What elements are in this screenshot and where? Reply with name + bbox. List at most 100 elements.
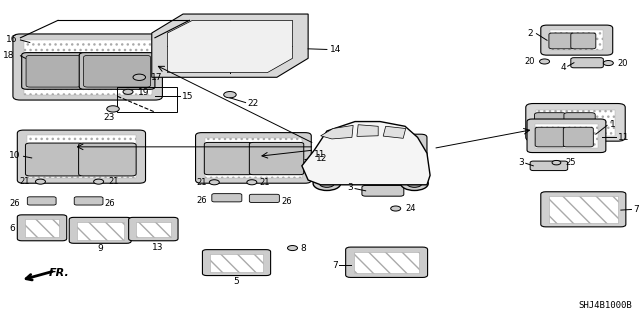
- Text: 2: 2: [527, 28, 533, 38]
- Polygon shape: [321, 125, 353, 139]
- Circle shape: [313, 177, 340, 190]
- FancyBboxPatch shape: [527, 119, 606, 152]
- Text: 26: 26: [105, 199, 115, 208]
- Text: 6: 6: [10, 224, 15, 233]
- FancyBboxPatch shape: [571, 33, 596, 49]
- Text: 26: 26: [10, 199, 20, 208]
- Text: 24: 24: [405, 204, 415, 213]
- Circle shape: [107, 106, 119, 112]
- Text: 23: 23: [104, 113, 115, 122]
- FancyBboxPatch shape: [534, 113, 566, 133]
- FancyBboxPatch shape: [13, 34, 163, 100]
- Polygon shape: [357, 125, 378, 137]
- Polygon shape: [302, 122, 430, 185]
- FancyBboxPatch shape: [26, 143, 83, 176]
- FancyBboxPatch shape: [250, 194, 280, 203]
- FancyBboxPatch shape: [84, 56, 150, 87]
- FancyBboxPatch shape: [362, 185, 404, 196]
- FancyBboxPatch shape: [26, 56, 81, 87]
- FancyBboxPatch shape: [204, 142, 252, 175]
- Bar: [536, 110, 614, 136]
- Circle shape: [133, 74, 145, 80]
- FancyBboxPatch shape: [196, 133, 311, 183]
- Text: 11: 11: [618, 133, 629, 142]
- Bar: [549, 197, 618, 223]
- Text: 14: 14: [330, 45, 341, 54]
- Circle shape: [372, 147, 379, 150]
- Circle shape: [209, 180, 220, 185]
- Circle shape: [287, 246, 298, 250]
- FancyBboxPatch shape: [530, 161, 568, 171]
- Bar: [136, 222, 170, 237]
- Text: 5: 5: [234, 277, 239, 286]
- Polygon shape: [383, 126, 406, 138]
- Polygon shape: [152, 14, 308, 77]
- FancyBboxPatch shape: [129, 217, 178, 241]
- Text: 13: 13: [152, 243, 164, 252]
- Circle shape: [93, 179, 104, 184]
- Text: 21: 21: [19, 177, 30, 186]
- Text: SHJ4B1000B: SHJ4B1000B: [579, 301, 632, 310]
- Text: 4: 4: [560, 63, 566, 72]
- Bar: [205, 138, 302, 178]
- Bar: [535, 124, 598, 148]
- FancyBboxPatch shape: [212, 194, 242, 202]
- FancyBboxPatch shape: [541, 192, 626, 227]
- Text: 7: 7: [633, 205, 639, 214]
- Text: 22: 22: [248, 99, 259, 108]
- Text: 21: 21: [196, 178, 207, 187]
- Circle shape: [35, 179, 45, 184]
- Text: 12: 12: [316, 154, 328, 163]
- Text: 25: 25: [566, 158, 576, 167]
- FancyBboxPatch shape: [17, 215, 67, 241]
- Circle shape: [247, 180, 257, 185]
- Text: 18: 18: [3, 51, 14, 60]
- Bar: [550, 31, 604, 50]
- Bar: [354, 252, 419, 273]
- Text: 21: 21: [259, 178, 270, 187]
- FancyBboxPatch shape: [564, 113, 595, 133]
- Text: 20: 20: [618, 59, 628, 68]
- FancyBboxPatch shape: [69, 217, 131, 243]
- Circle shape: [401, 177, 428, 190]
- Text: 8: 8: [301, 244, 307, 253]
- Circle shape: [348, 147, 354, 150]
- Bar: [27, 136, 136, 178]
- FancyBboxPatch shape: [535, 127, 565, 147]
- Circle shape: [385, 147, 391, 150]
- Circle shape: [552, 160, 561, 165]
- Bar: [342, 140, 417, 174]
- FancyBboxPatch shape: [563, 127, 593, 147]
- Text: 21: 21: [108, 177, 118, 186]
- Text: 3: 3: [348, 183, 353, 192]
- Text: 7: 7: [332, 261, 337, 270]
- FancyBboxPatch shape: [79, 143, 136, 176]
- FancyBboxPatch shape: [526, 104, 625, 141]
- Text: 10: 10: [9, 151, 20, 160]
- Text: 19: 19: [138, 88, 150, 97]
- Text: 16: 16: [6, 35, 17, 44]
- FancyBboxPatch shape: [549, 33, 574, 49]
- FancyBboxPatch shape: [22, 53, 85, 89]
- Text: 20: 20: [525, 57, 535, 66]
- Bar: [25, 219, 60, 237]
- Circle shape: [224, 92, 236, 98]
- Text: FR.: FR.: [49, 268, 69, 278]
- FancyBboxPatch shape: [28, 197, 56, 205]
- Text: 15: 15: [182, 92, 193, 101]
- Text: 17: 17: [150, 73, 162, 82]
- FancyBboxPatch shape: [202, 250, 271, 276]
- Bar: [117, 87, 177, 112]
- Text: 9: 9: [98, 244, 104, 253]
- Bar: [24, 40, 152, 95]
- Text: 3: 3: [518, 158, 524, 167]
- FancyBboxPatch shape: [74, 197, 103, 205]
- Circle shape: [407, 180, 422, 187]
- FancyBboxPatch shape: [372, 145, 406, 172]
- Text: 1: 1: [609, 120, 615, 129]
- Circle shape: [319, 180, 335, 187]
- Circle shape: [360, 147, 366, 150]
- Text: 26: 26: [281, 197, 292, 206]
- FancyBboxPatch shape: [333, 134, 427, 178]
- Text: 11: 11: [314, 150, 326, 159]
